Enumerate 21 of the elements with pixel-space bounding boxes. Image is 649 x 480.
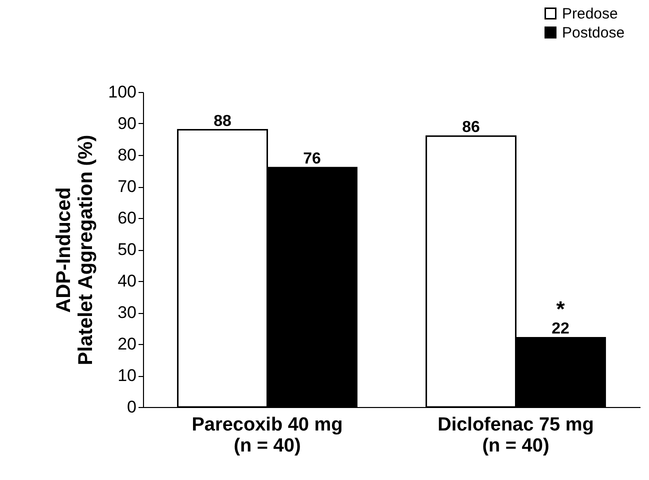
y-axis-title: ADP-Induced Platelet Aggregation (%) [53, 134, 98, 366]
data-label: 88 [214, 112, 232, 130]
data-label: 22 [552, 320, 570, 338]
y-tick-label: 0 [127, 398, 136, 416]
y-tick-label: 80 [118, 146, 136, 164]
y-tick-label: 60 [118, 208, 136, 228]
data-label: 86 [462, 119, 480, 136]
y-tick-label: 10 [118, 366, 136, 385]
legend-label: Predose [562, 6, 618, 22]
annotation: * [556, 296, 566, 322]
legend-label: Postdose [562, 24, 625, 42]
x-tick-label: Diclofenac 75 mg (n = 40) [438, 414, 594, 456]
y-tick-label: 50 [118, 240, 136, 259]
y-tick-label: 100 [108, 82, 136, 102]
x-tick-label: Parecoxib 40 mg (n = 40) [192, 414, 343, 456]
y-tick-label: 90 [118, 114, 136, 133]
y-tick-label: 30 [118, 303, 136, 322]
data-label: 76 [303, 150, 321, 168]
y-tick-label: 70 [118, 177, 136, 196]
y-tick-label: 20 [118, 334, 136, 354]
y-tick-label: 40 [118, 272, 136, 290]
